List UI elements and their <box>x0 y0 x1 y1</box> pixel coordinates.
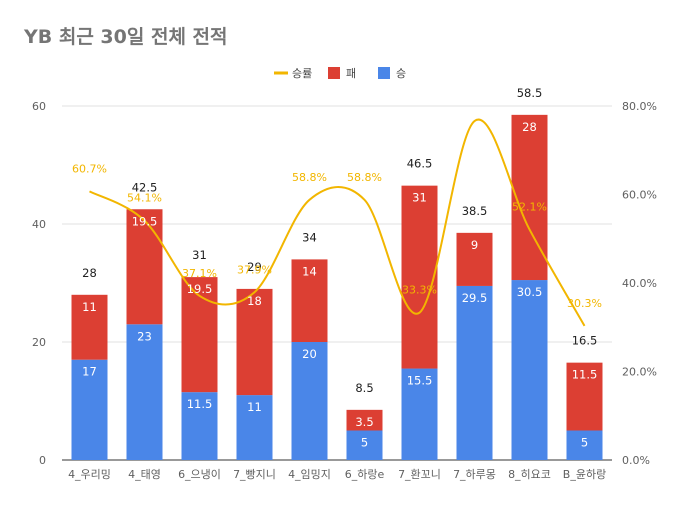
legend-swatch <box>328 67 340 79</box>
win-rate-label: 58.8% <box>347 171 382 184</box>
bar-loss-label: 18 <box>247 294 262 308</box>
bar-win-label: 5 <box>581 436 588 450</box>
bar-total-label: 58.5 <box>517 86 543 100</box>
legend-swatch <box>378 67 390 79</box>
category-label: 6_하랑e <box>345 467 385 481</box>
bar-win-label: 11.5 <box>187 397 213 411</box>
legend-label: 승률 <box>292 67 312 80</box>
win-rate-label: 30.3% <box>567 297 602 310</box>
bar-win <box>181 392 218 460</box>
bar-loss <box>71 294 108 360</box>
category-label: 6_으냉이 <box>178 468 221 481</box>
win-rate-label: 37.9% <box>237 263 272 276</box>
category-label: B_윤하랑 <box>563 467 606 481</box>
bar-loss <box>126 209 163 325</box>
bar-win <box>291 342 328 460</box>
win-rate-line <box>89 118 586 327</box>
bar-total-label: 46.5 <box>407 157 433 171</box>
bar-loss <box>291 259 328 342</box>
right-y-axis: 0.0% 20.0% 40.0% 60.0% 80.0% <box>622 100 657 467</box>
bar-win-label: 30.5 <box>517 285 543 299</box>
category-label: 4_임밍지 <box>288 468 331 481</box>
bar-win-label: 17 <box>82 365 97 379</box>
bar-loss-label: 19.5 <box>132 214 158 228</box>
x-axis: 4_우리밍 4_태영 6_으냉이 7_빵지니 4_임밍지 6_하랑e 7_환꼬니 7_하루몽 8… <box>68 467 606 481</box>
legend: 승률 패 승 <box>274 67 406 80</box>
bar-total-label: 29 <box>247 260 262 274</box>
bar-total-label: 34 <box>302 230 317 244</box>
category-label: 7_환꼬니 <box>398 468 441 481</box>
bar-win <box>346 430 383 460</box>
bar-total-label: 31 <box>192 248 207 262</box>
bar-total-label: 16.5 <box>572 334 598 348</box>
left-tick-label: 20 <box>32 336 46 349</box>
bar-win-label: 5 <box>361 436 368 450</box>
bars <box>71 114 603 460</box>
bar-win-label: 15.5 <box>407 374 433 388</box>
bar-loss-label: 31 <box>412 191 427 205</box>
win-rate-label: 33.3% <box>402 284 437 297</box>
win-rate-label: 52.1% <box>512 200 547 213</box>
win-rate-label: 37.1% <box>182 267 217 280</box>
bar-win <box>511 280 548 460</box>
right-tick-label: 0.0% <box>622 454 650 467</box>
bar-total-label: 28 <box>82 266 97 280</box>
bar-total-label: 42.5 <box>132 180 158 194</box>
bar-win <box>456 285 493 460</box>
bar-loss <box>401 185 438 369</box>
bar-loss-label: 19.5 <box>187 282 213 296</box>
right-tick-label: 60.0% <box>622 189 657 202</box>
bar-loss <box>566 362 603 431</box>
bar-win-label: 11 <box>247 400 262 414</box>
right-tick-label: 80.0% <box>622 100 657 113</box>
bar-win <box>566 430 603 460</box>
data-labels: 17 11 28 23 19.5 42.5 11.5 19.5 31 11 18 29 20 14 34 5 3… <box>72 86 602 450</box>
win-rate-label: 58.8% <box>292 171 327 184</box>
bar-total-label: 38.5 <box>462 204 488 218</box>
bar-win <box>236 395 273 460</box>
chart-title: YB 최근 30일 전체 전적 <box>24 26 228 48</box>
category-label: 4_우리밍 <box>68 468 111 481</box>
category-label: 7_하루몽 <box>453 467 496 481</box>
bar-win <box>71 359 108 460</box>
legend-label: 패 <box>346 67 356 80</box>
win-rate-label: 60.7% <box>72 162 107 175</box>
bar-win-label: 20 <box>302 347 317 361</box>
left-y-axis: 0 20 40 60 <box>32 100 46 467</box>
bar-win <box>401 368 438 460</box>
bar-loss-label: 9 <box>471 238 478 252</box>
bar-loss-label: 28 <box>522 120 537 134</box>
bar-win <box>126 324 163 460</box>
bar-loss <box>346 409 383 431</box>
bar-loss-label: 11.5 <box>572 368 598 382</box>
left-tick-label: 60 <box>32 100 46 113</box>
category-label: 8_히요코 <box>508 467 551 481</box>
right-tick-label: 40.0% <box>622 277 657 290</box>
bar-loss-label: 11 <box>82 300 97 314</box>
left-tick-label: 40 <box>32 218 46 231</box>
bar-loss <box>456 232 493 286</box>
bar-loss-label: 3.5 <box>355 415 373 429</box>
bar-total-label: 8.5 <box>355 381 373 395</box>
win-rate-label: 54.1% <box>127 192 162 205</box>
bar-win-label: 29.5 <box>462 291 488 305</box>
bar-win-label: 23 <box>137 329 152 343</box>
win-rate-line-path <box>89 118 586 327</box>
legend-label: 승 <box>396 67 406 80</box>
category-label: 7_빵지니 <box>233 468 276 481</box>
bar-loss-label: 14 <box>302 264 317 278</box>
right-tick-label: 20.0% <box>622 366 657 379</box>
left-tick-label: 0 <box>39 454 46 467</box>
bar-loss <box>236 288 273 396</box>
category-label: 4_태영 <box>128 468 161 481</box>
